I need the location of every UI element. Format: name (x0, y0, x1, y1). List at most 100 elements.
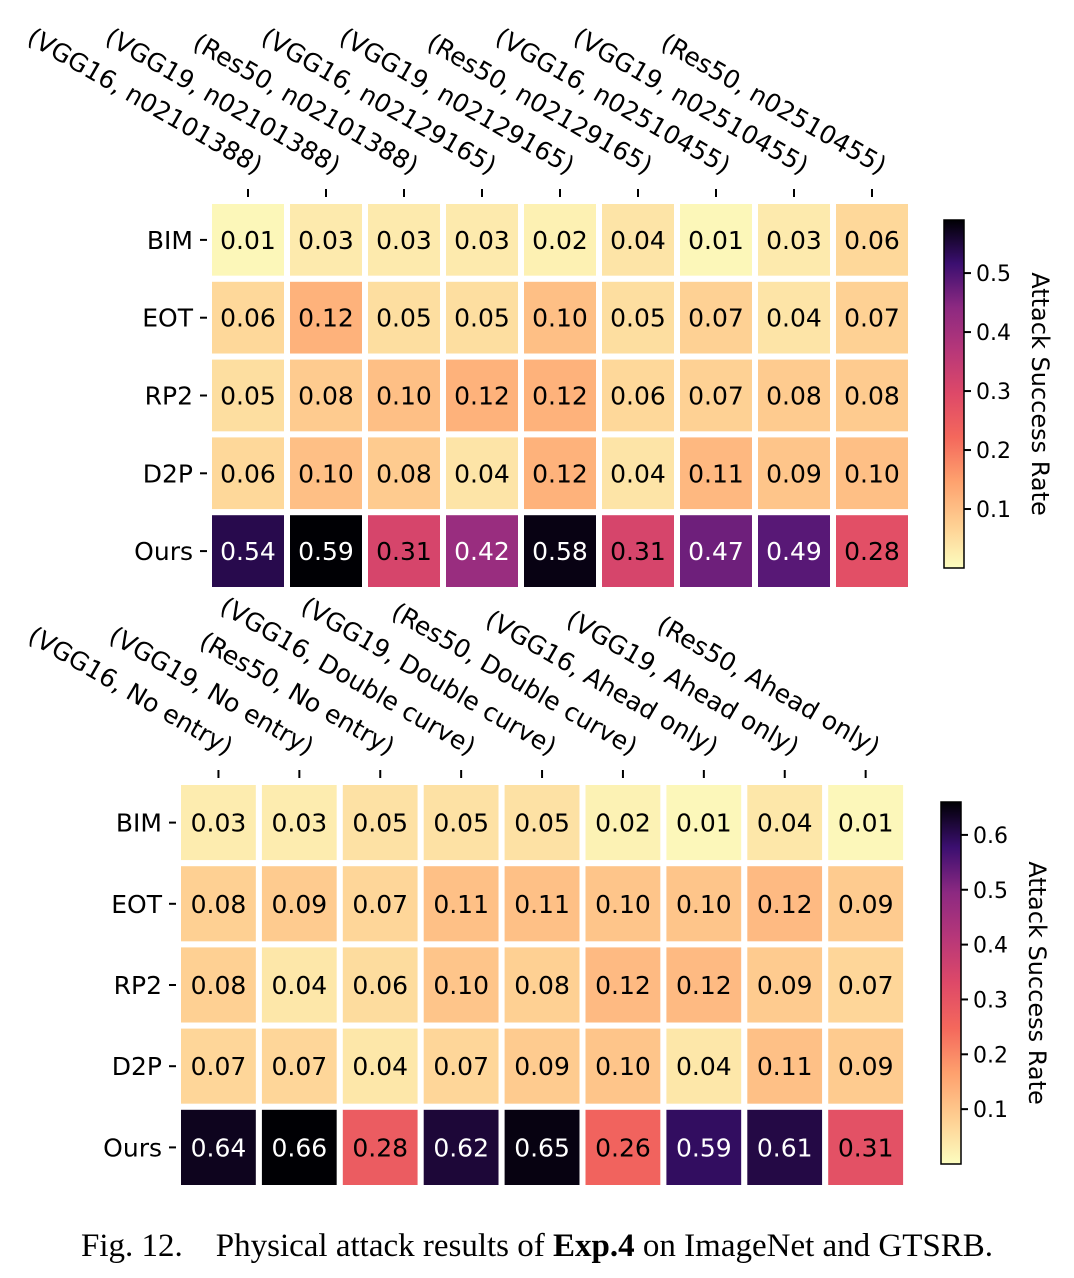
heatmap-cell (822, 941, 910, 1029)
cell-value-label: 0.08 (298, 382, 354, 411)
cell-value-label: 0.08 (191, 971, 247, 1000)
heatmap-cell (255, 779, 343, 867)
cell-value-label: 0.05 (454, 304, 510, 333)
colorbar-tick-label: 0.4 (976, 321, 1011, 346)
caption-text-before: Physical attack results of (215, 1228, 545, 1264)
cell-value-label: 0.54 (220, 537, 276, 566)
cell-value-label: 0.03 (298, 226, 354, 255)
heatmap-cell (579, 860, 667, 948)
cell-value-label: 0.65 (514, 1133, 570, 1162)
cell-value-label: 0.64 (191, 1133, 247, 1162)
heatmap-cell (660, 1022, 748, 1110)
cell-value-label: 0.11 (514, 890, 570, 919)
cell-value-label: 0.08 (766, 382, 822, 411)
row-label: BIM (147, 226, 193, 255)
cell-value-label: 0.04 (766, 304, 822, 333)
cell-value-label: 0.07 (191, 1052, 247, 1081)
imagenet-heatmap: 0.01 0.03 0.03 0.03 0.02 0.04 0.01 0.03 0.06 0.06… (23, 22, 1054, 594)
figure-canvas: 0.01 0.03 0.03 0.03 0.02 0.04 0.01 0.03 0.06 0.06… (22, 22, 1054, 1192)
heatmap-cell (206, 275, 290, 360)
cell-value-label: 0.42 (454, 537, 510, 566)
heatmap-cell (660, 779, 748, 867)
cell-value-label: 0.10 (595, 890, 651, 919)
gtsrb-heatmap: 0.03 0.03 0.05 0.05 0.05 0.02 0.01 0.04 0.01 0.08… (23, 591, 1051, 1192)
cell-value-label: 0.12 (676, 971, 732, 1000)
cell-value-label: 0.05 (376, 304, 432, 333)
heatmap-cell (255, 941, 343, 1029)
cell-value-label: 0.31 (376, 537, 432, 566)
row-label: RP2 (114, 971, 162, 1000)
cell-value-label: 0.07 (272, 1052, 328, 1081)
cell-value-label: 0.03 (272, 809, 328, 838)
caption-bold: Exp.4 (553, 1228, 635, 1264)
cell-value-label: 0.08 (191, 890, 247, 919)
cell-value-label: 0.66 (272, 1133, 328, 1162)
colorbar (943, 219, 965, 569)
row-label: EOT (111, 890, 162, 919)
row-label: RP2 (145, 382, 193, 411)
heatmap-cell (417, 860, 505, 948)
heatmap-cell (660, 860, 748, 948)
cell-value-label: 0.06 (844, 226, 900, 255)
cell-value-label: 0.31 (610, 537, 666, 566)
colorbar-label: Attack Success Rate (1026, 272, 1054, 516)
cell-value-label: 0.09 (838, 890, 894, 919)
cell-value-label: 0.06 (220, 304, 276, 333)
cell-value-label: 0.11 (757, 1052, 813, 1081)
cell-value-label: 0.07 (844, 304, 900, 333)
heatmap-cell (284, 509, 368, 594)
cell-value-label: 0.28 (352, 1133, 408, 1162)
heatmap-cell (498, 860, 586, 948)
cell-value-label: 0.01 (688, 226, 744, 255)
cell-value-label: 0.11 (433, 890, 489, 919)
cell-value-label: 0.05 (220, 382, 276, 411)
cell-value-label: 0.10 (433, 971, 489, 1000)
cell-value-label: 0.10 (595, 1052, 651, 1081)
cell-value-label: 0.12 (757, 890, 813, 919)
heatmap-cell (206, 353, 290, 438)
heatmap-cell (206, 509, 290, 594)
caption-prefix: Fig. 12. (80, 1228, 183, 1264)
heatmap-cell (518, 353, 602, 438)
heatmap-cell (822, 1103, 910, 1192)
heatmap-cell (830, 431, 914, 516)
cell-value-label: 0.12 (298, 304, 354, 333)
colorbar-label: Attack Success Rate (1023, 861, 1051, 1105)
cell-value-label: 0.10 (376, 382, 432, 411)
heatmap-cell (830, 353, 914, 438)
cell-value-label: 0.04 (676, 1052, 732, 1081)
colorbar-tick-label: 0.2 (973, 1043, 1008, 1068)
cell-value-label: 0.06 (610, 382, 666, 411)
heatmap-cell (752, 275, 836, 360)
cell-value-label: 0.04 (610, 226, 666, 255)
cell-value-label: 0.01 (220, 226, 276, 255)
row-label: EOT (142, 304, 193, 333)
cell-value-label: 0.07 (688, 382, 744, 411)
cell-value-label: 0.07 (433, 1052, 489, 1081)
heatmap-cell (741, 860, 829, 948)
heatmap-cell (255, 1022, 343, 1110)
colorbar-tick-label: 0.1 (973, 1098, 1008, 1123)
row-label: Ours (134, 537, 193, 566)
colorbar-tick-label: 0.1 (976, 498, 1011, 523)
cell-value-label: 0.03 (191, 809, 247, 838)
cell-value-label: 0.10 (676, 890, 732, 919)
row-label: D2P (143, 459, 193, 488)
cell-value-label: 0.62 (433, 1133, 489, 1162)
cell-value-label: 0.12 (454, 382, 510, 411)
heatmap-cell (440, 431, 524, 516)
cell-value-label: 0.11 (688, 459, 744, 488)
heatmap-cell (498, 779, 586, 867)
cell-value-label: 0.08 (514, 971, 570, 1000)
heatmap-cell (440, 509, 524, 594)
heatmap-cell (518, 509, 602, 594)
colorbar-tick-label: 0.3 (976, 380, 1011, 405)
cell-value-label: 0.05 (514, 809, 570, 838)
cell-value-label: 0.05 (610, 304, 666, 333)
cell-value-label: 0.12 (532, 382, 588, 411)
cell-value-label: 0.10 (844, 459, 900, 488)
colorbar-tick-label: 0.3 (973, 988, 1008, 1013)
cell-value-label: 0.26 (595, 1133, 651, 1162)
heatmap-cell (417, 779, 505, 867)
cell-value-label: 0.07 (688, 304, 744, 333)
